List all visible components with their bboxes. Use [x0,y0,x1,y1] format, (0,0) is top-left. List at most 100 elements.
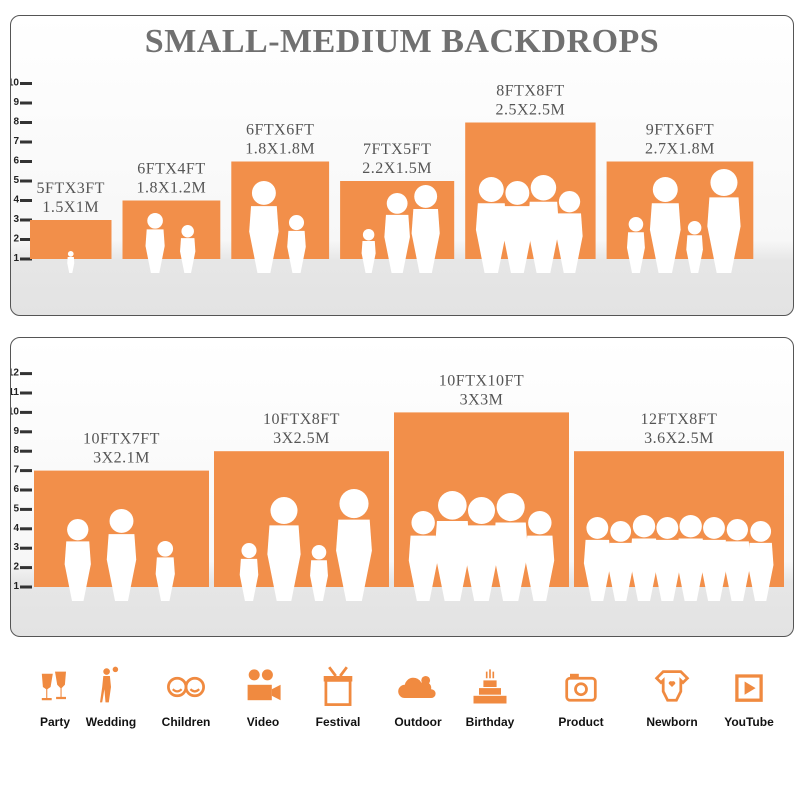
person-silhouette-body [64,541,91,601]
use-case-party: Party [20,665,90,729]
use-case-label: Product [558,715,604,729]
person-silhouette-body [464,525,499,601]
person-silhouette-body [686,235,703,273]
person-silhouette-body [336,519,372,601]
person-silhouette-body [310,560,328,601]
axis-tick [20,430,32,434]
axis-tick [20,507,32,511]
person-silhouette-body [525,535,555,601]
person-silhouette-head [311,545,327,560]
use-case-birthday: Birthday [455,665,525,729]
axis-tick [20,566,32,570]
person-silhouette-body [502,206,533,273]
person-silhouette-body [475,203,507,273]
use-case-product: Product [546,665,616,729]
use-case-label: YouTube [724,715,774,729]
person-silhouette-head [505,181,530,205]
person-silhouette-body [434,521,470,601]
person-silhouette-head [632,515,656,538]
use-case-label: Outdoor [394,715,442,729]
person-silhouette-body [287,230,306,273]
person-silhouette-head [67,519,89,541]
person-silhouette-head [414,185,438,208]
backdrop-5ftx3ft: 5FTX3FT 1.5X1M [30,180,112,273]
axis-tick-label: 8 [13,445,19,456]
person-silhouette-body [724,541,751,601]
axis-tick-label: 10 [11,406,19,417]
person-silhouette-head [109,509,134,533]
person-silhouette-head [679,515,702,538]
backdrop-size-ft: 8FTX8FT [496,83,564,100]
baby-onesie-icon [654,670,690,702]
axis-tick [20,585,32,589]
person-silhouette-head [558,191,581,213]
person-silhouette-head [467,497,496,525]
person-silhouette-body [649,203,681,273]
backdrop-size-m: 1.5X1M [42,199,99,216]
axis-tick-label: 2 [13,562,19,573]
axis-tick [20,140,32,144]
axis-tick-label: 10 [11,78,19,89]
axis-tick-label: 1 [13,253,19,264]
axis-tick-label: 9 [13,97,19,108]
use-case-label: Wedding [85,715,137,729]
person-silhouette-body [67,257,75,273]
axis-tick-label: 8 [13,117,19,128]
backdrop-size-m: 3X2.5M [273,430,330,447]
medium-backdrops-panel: 12345678910111210FTX7FT3X2.1M10FTX8FT3X2… [10,337,794,637]
axis-tick [20,257,32,261]
backdrop-6ftx4ft: 6FTX4FT 1.8X1.2M [122,161,221,273]
person-silhouette-head [628,217,644,232]
backdrop-size-ft: 10FTX10FT [439,372,524,389]
person-silhouette-body [145,229,165,273]
person-silhouette-head [528,511,552,535]
backdrop-bar [122,200,221,259]
small-backdrops-panel: SMALL-MEDIUM BACKDROPS 1 2 3 4 5 6 7 8 9 10 5FTX3F… [10,15,794,316]
person-silhouette-body [653,539,681,601]
use-case-wedding: Wedding [76,665,146,729]
person-silhouette-head [652,177,678,202]
backdrop-size-ft: 10FTX8FT [263,411,340,428]
person-silhouette-body [583,539,611,601]
backdrop-size-ft: 5FTX3FT [37,180,105,197]
person-silhouette-head [411,511,435,535]
use-case-label: Newborn [646,715,698,729]
use-case-children: Children [151,665,221,729]
person-silhouette-head [750,521,772,542]
person-silhouette-body [408,535,438,601]
backdrop-size-m: 3X3M [460,391,504,408]
backdrop-10ftx10ft: 10FTX10FT 3X3M [394,372,569,601]
use-case-outdoor: Outdoor [383,665,453,729]
person-silhouette-head [288,215,305,231]
person-silhouette-head [656,517,679,539]
axis-tick [20,410,32,414]
backdrop-size-ft: 12FTX8FT [641,411,718,428]
axis-tick [20,218,32,222]
use-case-newborn: Newborn [637,665,707,729]
backdrop-size-ft: 6FTX6FT [246,122,314,139]
axis-tick-label: 3 [13,214,19,225]
use-case-video: Video [228,665,298,729]
person-silhouette-head [703,517,725,539]
axis-tick [20,199,32,202]
backdrop-10ftx7ft: 10FTX7FT 3X2.1M [34,431,209,601]
use-case-label: Festival [315,715,361,729]
backdrop-size-ft: 10FTX7FT [83,431,160,448]
person-silhouette-head [610,521,632,542]
axis-tick-label: 1 [13,581,19,592]
axis-tick-label: 7 [13,465,19,476]
person-silhouette-head [181,225,194,238]
use-case-label: Video [246,715,280,729]
person-silhouette-head [339,489,369,519]
axis-tick [20,101,32,105]
person-silhouette-body [527,201,560,273]
person-silhouette-body [180,238,196,273]
axis-tick [20,160,32,163]
backdrop-12ftx8ft: 12FTX8FT 3.6X2.5M [574,411,784,601]
wedding-couple-icon [100,666,119,703]
person-silhouette-body [700,539,728,601]
birthday-cake-icon [473,669,507,704]
person-silhouette-body [361,241,376,273]
axis-tick-label: 7 [13,136,19,147]
person-silhouette-body [626,232,645,273]
